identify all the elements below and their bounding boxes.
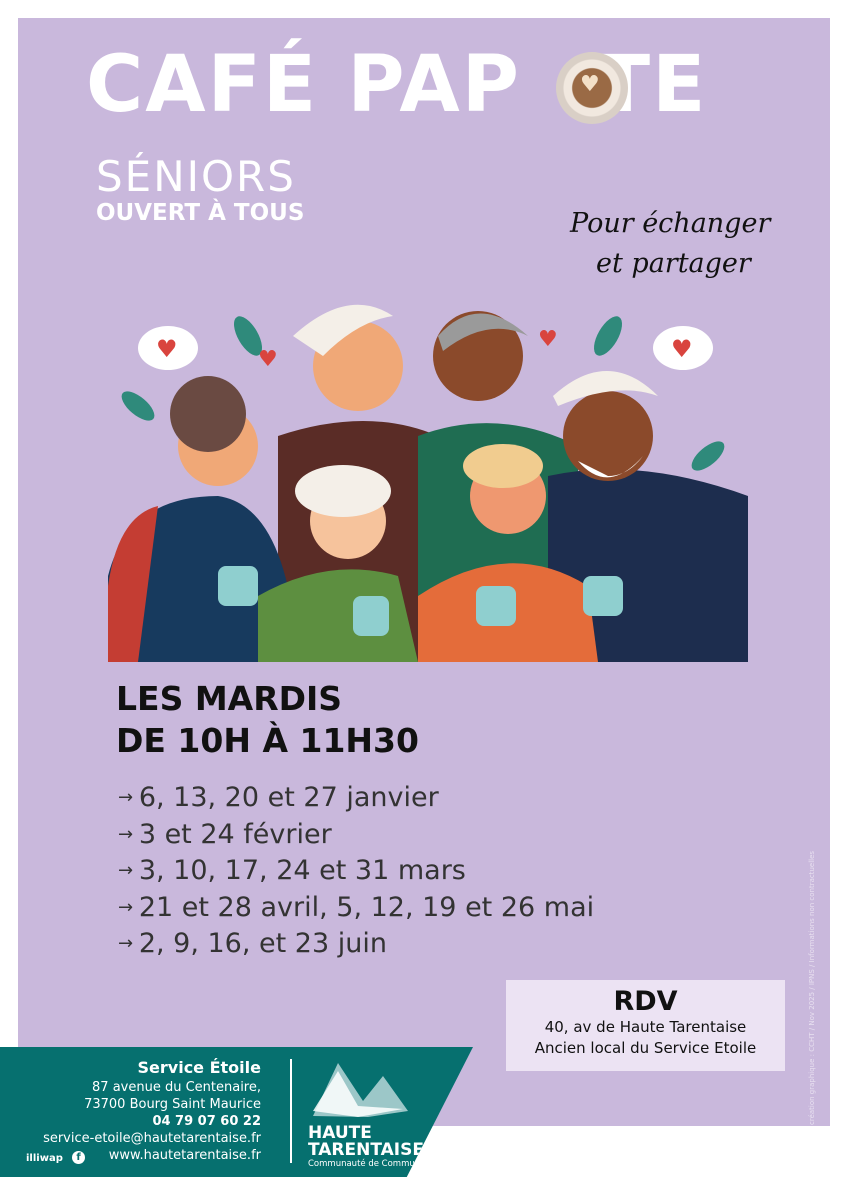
address-line: 73700 Bourg Saint Maurice [84, 1097, 261, 1112]
svg-text:♥: ♥ [156, 335, 178, 363]
rdv-title: RDV [613, 986, 678, 1017]
date-item: 21 et 28 avril, 5, 12, 19 et 26 mai [118, 890, 594, 927]
svg-text:♥: ♥ [671, 335, 693, 363]
footer: Service Étoile 87 avenue du Centenaire, … [0, 1047, 473, 1177]
phone: 04 79 07 60 22 [152, 1114, 261, 1129]
schedule-heading: LES MARDIS DE 10H À 11H30 [116, 679, 419, 760]
coffee-cup-icon [556, 52, 628, 124]
people-coffee-illustration: ♥ ♥ ♥ ♥ [108, 304, 748, 662]
facebook-icon[interactable]: f [72, 1151, 85, 1164]
email-link[interactable]: service-etoile@hautetarentaise.fr [43, 1131, 261, 1146]
illiwap-logo[interactable]: illiwap [26, 1153, 63, 1164]
address-line: 87 avenue du Centenaire, [92, 1080, 261, 1095]
mountain-icon [313, 1063, 408, 1117]
open-to-all-label: OUVERT À TOUS [96, 200, 305, 226]
rdv-location: Ancien local du Service Etoile [534, 1039, 757, 1057]
service-name: Service Étoile [137, 1058, 261, 1077]
date-item: 3, 10, 17, 24 et 31 mars [118, 853, 594, 890]
rdv-box: RDV 40, av de Haute Tarentaise Ancien lo… [506, 980, 785, 1071]
heart-icon: ♥ [580, 72, 600, 97]
svg-text:♥: ♥ [258, 347, 278, 372]
poster-title: CAFÉ PAP TE [86, 40, 708, 130]
tagline: Pour échanger et partager [570, 208, 771, 279]
date-item: 3 et 24 février [118, 817, 594, 854]
rdv-address: 40, av de Haute Tarentaise [544, 1018, 747, 1036]
credit-text: création graphique : CCHT / Nov 2025 / I… [808, 850, 816, 1125]
website-link[interactable]: www.hautetarentaise.fr [108, 1148, 261, 1163]
audience-label: SÉNIORS [96, 152, 296, 201]
date-item: 6, 13, 20 et 27 janvier [118, 780, 594, 817]
contact-block: Service Étoile 87 avenue du Centenaire, … [43, 1057, 261, 1164]
haute-tarentaise-logo: HAUTE TARENTAISE Communauté de Communes [308, 1061, 430, 1169]
divider [290, 1059, 292, 1163]
date-list: 6, 13, 20 et 27 janvier 3 et 24 février … [118, 780, 594, 963]
date-item: 2, 9, 16, et 23 juin [118, 926, 594, 963]
svg-text:♥: ♥ [538, 327, 558, 352]
